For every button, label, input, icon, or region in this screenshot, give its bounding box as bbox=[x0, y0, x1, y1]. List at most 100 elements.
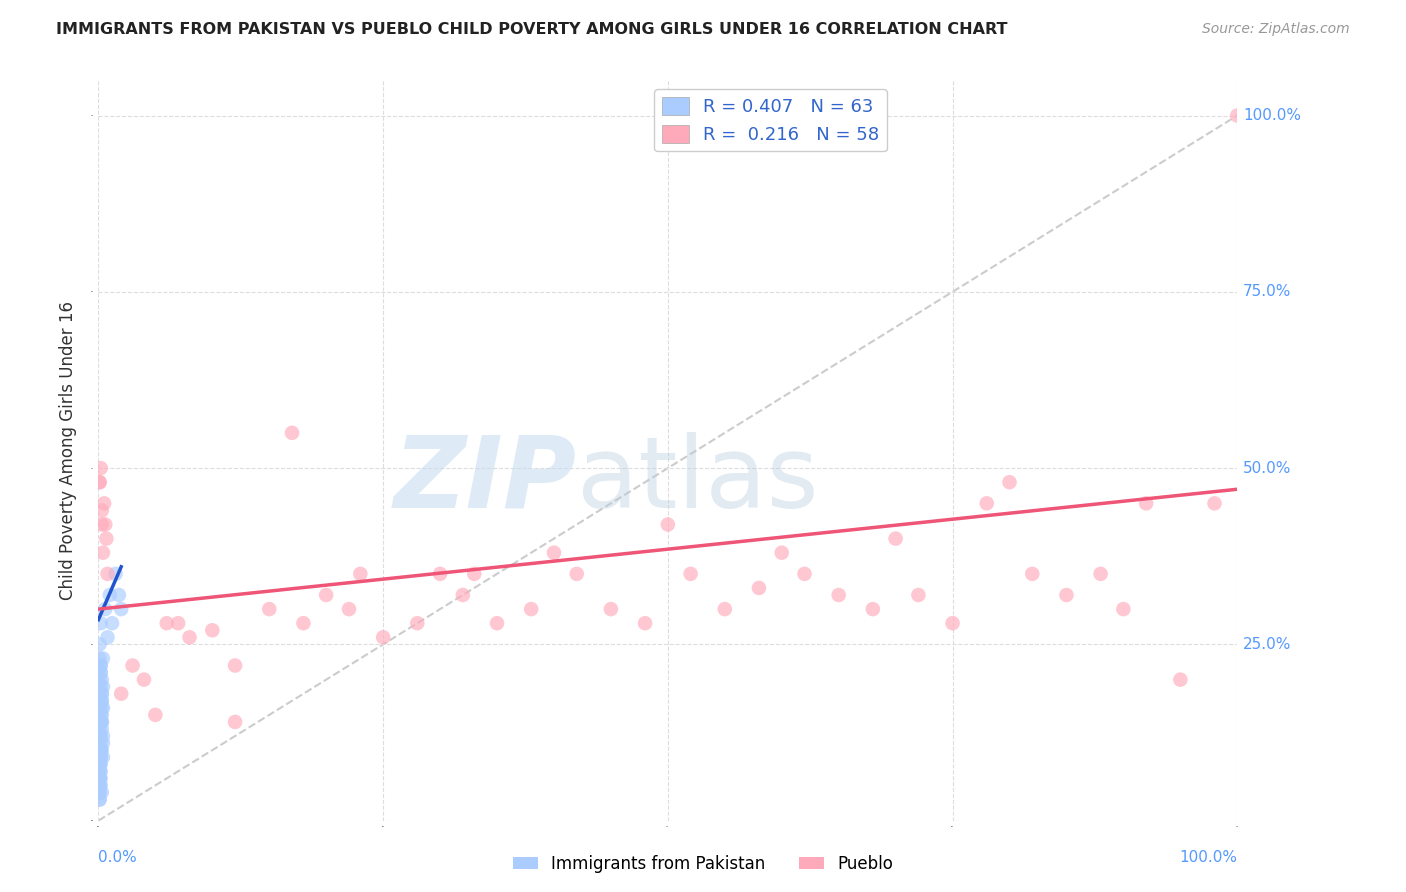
Point bbox=[281, 425, 304, 440]
Point bbox=[90, 743, 112, 757]
Point bbox=[89, 778, 111, 792]
Point bbox=[907, 588, 929, 602]
Point bbox=[998, 475, 1021, 490]
Text: Source: ZipAtlas.com: Source: ZipAtlas.com bbox=[1202, 22, 1350, 37]
Point bbox=[89, 792, 111, 806]
Point bbox=[520, 602, 543, 616]
Point bbox=[714, 602, 737, 616]
Point bbox=[90, 707, 112, 722]
Point bbox=[89, 764, 111, 779]
Point bbox=[942, 616, 965, 631]
Point bbox=[94, 602, 117, 616]
Point bbox=[90, 785, 112, 799]
Point bbox=[108, 588, 131, 602]
Point bbox=[90, 778, 112, 792]
Point bbox=[543, 546, 565, 560]
Point bbox=[89, 792, 111, 806]
Point bbox=[90, 750, 112, 764]
Point bbox=[91, 651, 114, 665]
Point bbox=[89, 475, 111, 490]
Legend: R = 0.407   N = 63, R =  0.216   N = 58: R = 0.407 N = 63, R = 0.216 N = 58 bbox=[655, 89, 887, 152]
Point bbox=[600, 602, 623, 616]
Point bbox=[90, 736, 112, 750]
Point bbox=[145, 707, 167, 722]
Point bbox=[90, 743, 112, 757]
Point bbox=[565, 566, 588, 581]
Point bbox=[89, 673, 111, 687]
Point bbox=[89, 757, 111, 772]
Point bbox=[93, 496, 115, 510]
Point bbox=[91, 680, 114, 694]
Point bbox=[1170, 673, 1192, 687]
Point bbox=[793, 566, 815, 581]
Point bbox=[463, 566, 485, 581]
Point bbox=[337, 602, 360, 616]
Point bbox=[89, 764, 111, 779]
Point bbox=[90, 673, 112, 687]
Point bbox=[89, 729, 111, 743]
Point bbox=[179, 630, 201, 644]
Text: 50.0%: 50.0% bbox=[1243, 460, 1291, 475]
Point bbox=[91, 546, 114, 560]
Point bbox=[292, 616, 315, 631]
Point bbox=[90, 687, 112, 701]
Point bbox=[429, 566, 451, 581]
Point bbox=[1204, 496, 1226, 510]
Point bbox=[90, 503, 112, 517]
Point bbox=[90, 729, 112, 743]
Point bbox=[90, 743, 112, 757]
Text: IMMIGRANTS FROM PAKISTAN VS PUEBLO CHILD POVERTY AMONG GIRLS UNDER 16 CORRELATIO: IMMIGRANTS FROM PAKISTAN VS PUEBLO CHILD… bbox=[56, 22, 1008, 37]
Point bbox=[89, 785, 111, 799]
Point bbox=[110, 602, 132, 616]
Point bbox=[89, 772, 111, 786]
Point bbox=[1226, 109, 1249, 123]
Point bbox=[89, 785, 111, 799]
Point bbox=[90, 665, 112, 680]
Point bbox=[89, 772, 111, 786]
Point bbox=[90, 658, 112, 673]
Point bbox=[1090, 566, 1112, 581]
Legend: Immigrants from Pakistan, Pueblo: Immigrants from Pakistan, Pueblo bbox=[506, 848, 900, 880]
Point bbox=[90, 616, 112, 631]
Text: 100.0%: 100.0% bbox=[1180, 850, 1237, 865]
Point bbox=[90, 714, 112, 729]
Point bbox=[90, 701, 112, 715]
Point bbox=[1112, 602, 1135, 616]
Point bbox=[371, 630, 394, 644]
Point bbox=[770, 546, 793, 560]
Point bbox=[90, 722, 112, 736]
Point bbox=[91, 701, 114, 715]
Point bbox=[748, 581, 770, 595]
Point bbox=[349, 566, 371, 581]
Point bbox=[89, 772, 111, 786]
Text: 0.0%: 0.0% bbox=[98, 850, 138, 865]
Y-axis label: Child Poverty Among Girls Under 16: Child Poverty Among Girls Under 16 bbox=[59, 301, 76, 600]
Point bbox=[94, 517, 117, 532]
Point bbox=[634, 616, 657, 631]
Point bbox=[679, 566, 702, 581]
Text: atlas: atlas bbox=[576, 432, 818, 529]
Point bbox=[89, 722, 111, 736]
Point bbox=[90, 658, 112, 673]
Point bbox=[657, 517, 679, 532]
Text: 75.0%: 75.0% bbox=[1243, 285, 1291, 300]
Point bbox=[91, 750, 114, 764]
Point bbox=[90, 757, 112, 772]
Point bbox=[101, 616, 124, 631]
Point bbox=[976, 496, 998, 510]
Point bbox=[89, 651, 111, 665]
Point bbox=[96, 566, 118, 581]
Text: ZIP: ZIP bbox=[394, 432, 576, 529]
Point bbox=[89, 637, 111, 651]
Point bbox=[96, 630, 118, 644]
Point bbox=[451, 588, 474, 602]
Point bbox=[89, 743, 111, 757]
Point bbox=[828, 588, 851, 602]
Point bbox=[132, 673, 155, 687]
Point bbox=[104, 566, 127, 581]
Point bbox=[90, 665, 112, 680]
Point bbox=[89, 778, 111, 792]
Point bbox=[90, 750, 112, 764]
Point bbox=[98, 588, 121, 602]
Point bbox=[90, 461, 112, 475]
